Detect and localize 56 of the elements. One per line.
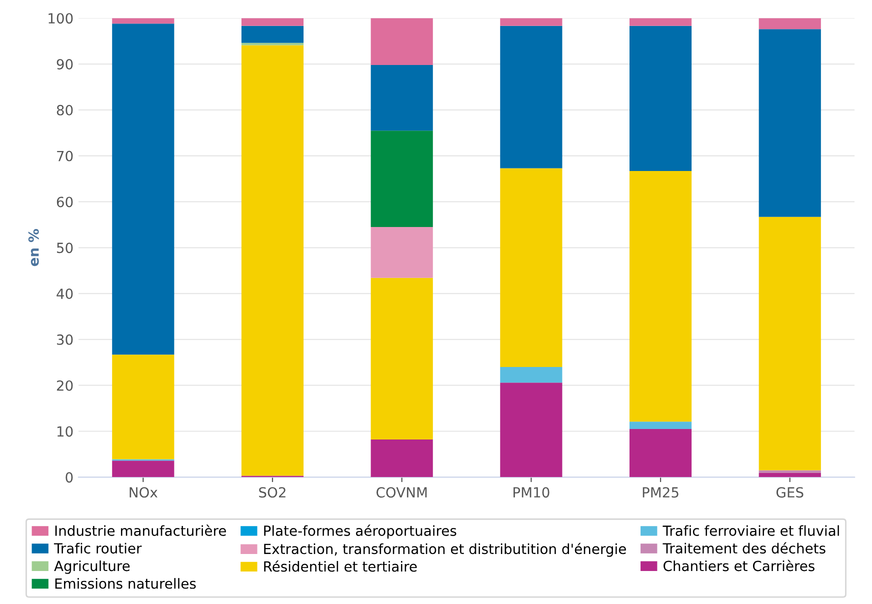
bar bbox=[758, 18, 821, 30]
legend-label: Trafic routier bbox=[54, 542, 142, 554]
y-tick-label: 80 bbox=[56, 104, 73, 116]
bar bbox=[241, 45, 304, 476]
bar bbox=[758, 29, 821, 217]
y-tick-label: 20 bbox=[56, 380, 73, 391]
legend-label: Chantiers et Carrières bbox=[664, 560, 814, 572]
bar bbox=[370, 18, 433, 65]
bar bbox=[370, 130, 433, 227]
y-tick-label: 60 bbox=[56, 196, 73, 208]
bar bbox=[241, 18, 304, 26]
y-tick-label: 0 bbox=[66, 472, 73, 483]
bar bbox=[629, 18, 692, 26]
y-tick-label: 10 bbox=[57, 426, 73, 437]
bar bbox=[370, 440, 433, 478]
bar bbox=[112, 18, 174, 24]
x-tick-label: SO2 bbox=[259, 487, 286, 498]
y-axis-title: en % bbox=[28, 229, 39, 266]
bar bbox=[241, 26, 304, 43]
y-tick-label: 30 bbox=[57, 334, 73, 345]
bar bbox=[629, 422, 692, 429]
bar bbox=[500, 382, 562, 478]
bar bbox=[629, 428, 692, 478]
legend-label: Agriculture bbox=[54, 560, 130, 574]
x-tick-label: PM10 bbox=[514, 487, 550, 498]
x-tick-label: COVNM bbox=[376, 487, 427, 498]
x-tick-label: PM25 bbox=[642, 487, 678, 498]
bar bbox=[370, 64, 433, 131]
y-tick-label: 70 bbox=[57, 150, 73, 162]
bar bbox=[370, 278, 433, 440]
bar bbox=[758, 473, 821, 478]
legend-label: Emissions naturelles bbox=[55, 578, 196, 589]
bar bbox=[758, 216, 821, 470]
x-tick-label: NOx bbox=[130, 487, 158, 498]
legend-label: Industrie manufacturière bbox=[55, 524, 226, 536]
y-tick-label: 40 bbox=[56, 288, 73, 300]
bar bbox=[758, 470, 821, 474]
legend-label: Plate-formes aéroportuaires bbox=[264, 524, 456, 539]
bar bbox=[112, 24, 174, 355]
bar bbox=[112, 354, 174, 460]
x-tick-label: GES bbox=[776, 487, 804, 498]
bar bbox=[629, 26, 692, 171]
legend-label: Extraction, transformation et distributition d'énergie bbox=[264, 542, 626, 557]
y-tick-label: 90 bbox=[56, 58, 73, 70]
legend-label: Résidentiel et tertiaire bbox=[264, 560, 417, 572]
bar bbox=[112, 460, 174, 478]
bar bbox=[500, 168, 562, 367]
legend-label: Trafic ferroviaire et fluvial bbox=[662, 525, 839, 536]
bar bbox=[500, 26, 562, 168]
bar bbox=[500, 366, 562, 383]
bar bbox=[370, 226, 433, 278]
y-tick-label: 50 bbox=[57, 242, 73, 254]
bar bbox=[629, 170, 692, 422]
y-tick-label: 100 bbox=[48, 13, 73, 24]
legend-label: Traitement des déchets bbox=[662, 542, 826, 554]
bar bbox=[500, 18, 562, 26]
